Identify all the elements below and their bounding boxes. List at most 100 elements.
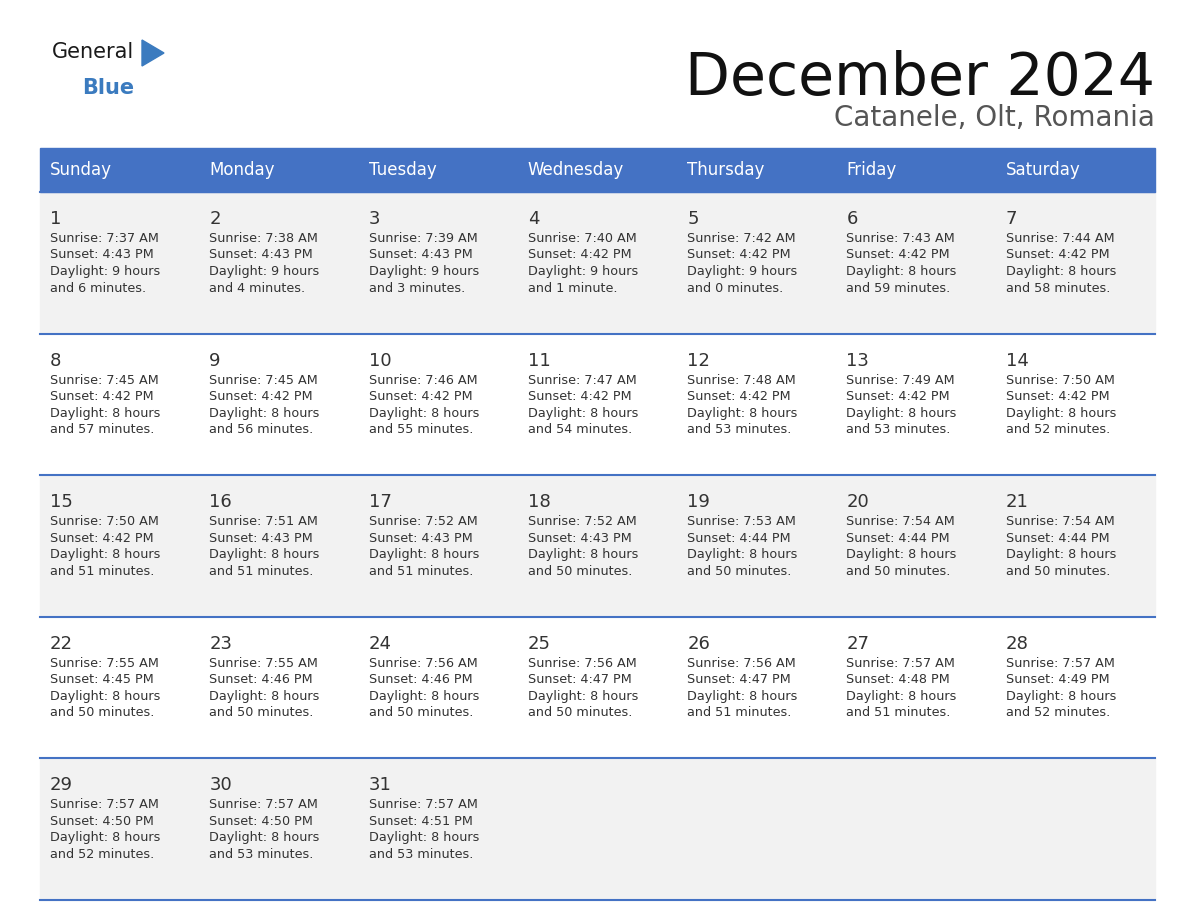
Bar: [40, 617, 1155, 758]
Text: Sunset: 4:44 PM: Sunset: 4:44 PM: [1006, 532, 1110, 544]
Text: Sunset: 4:46 PM: Sunset: 4:46 PM: [368, 673, 472, 687]
Text: Tuesday: Tuesday: [368, 161, 436, 179]
Text: Daylight: 8 hours: Daylight: 8 hours: [50, 407, 160, 420]
Text: Daylight: 9 hours: Daylight: 9 hours: [50, 265, 160, 278]
Text: Sunset: 4:44 PM: Sunset: 4:44 PM: [846, 532, 950, 544]
Text: Catanele, Olt, Romania: Catanele, Olt, Romania: [834, 104, 1155, 132]
Text: Daylight: 8 hours: Daylight: 8 hours: [687, 407, 797, 420]
Text: Thursday: Thursday: [687, 161, 765, 179]
Text: 17: 17: [368, 493, 392, 511]
Text: Sunrise: 7:40 AM: Sunrise: 7:40 AM: [527, 232, 637, 245]
Text: 29: 29: [50, 777, 72, 794]
Text: Daylight: 9 hours: Daylight: 9 hours: [527, 265, 638, 278]
Text: Sunset: 4:42 PM: Sunset: 4:42 PM: [50, 532, 153, 544]
Text: and 6 minutes.: and 6 minutes.: [50, 282, 146, 295]
Text: and 50 minutes.: and 50 minutes.: [50, 706, 154, 720]
Text: Sunset: 4:45 PM: Sunset: 4:45 PM: [50, 673, 153, 687]
Text: December 2024: December 2024: [685, 50, 1155, 106]
Text: and 52 minutes.: and 52 minutes.: [50, 848, 154, 861]
Text: Sunrise: 7:52 AM: Sunrise: 7:52 AM: [527, 515, 637, 528]
Text: Daylight: 8 hours: Daylight: 8 hours: [209, 548, 320, 561]
Text: 22: 22: [50, 635, 72, 653]
Text: Sunrise: 7:48 AM: Sunrise: 7:48 AM: [687, 374, 796, 386]
Text: and 3 minutes.: and 3 minutes.: [368, 282, 465, 295]
Text: Sunrise: 7:57 AM: Sunrise: 7:57 AM: [368, 799, 478, 812]
Text: Daylight: 8 hours: Daylight: 8 hours: [50, 832, 160, 845]
Text: Daylight: 8 hours: Daylight: 8 hours: [368, 407, 479, 420]
Text: and 54 minutes.: and 54 minutes.: [527, 423, 632, 436]
Text: and 51 minutes.: and 51 minutes.: [846, 706, 950, 720]
Text: 15: 15: [50, 493, 72, 511]
Text: Sunrise: 7:57 AM: Sunrise: 7:57 AM: [846, 656, 955, 670]
Text: Sunset: 4:43 PM: Sunset: 4:43 PM: [209, 249, 312, 262]
Text: 7: 7: [1006, 210, 1017, 228]
Text: Sunset: 4:42 PM: Sunset: 4:42 PM: [687, 390, 791, 403]
Text: and 59 minutes.: and 59 minutes.: [846, 282, 950, 295]
Text: Daylight: 8 hours: Daylight: 8 hours: [50, 689, 160, 703]
Text: and 53 minutes.: and 53 minutes.: [687, 423, 791, 436]
Text: and 50 minutes.: and 50 minutes.: [846, 565, 950, 577]
Text: 21: 21: [1006, 493, 1029, 511]
Text: Sunset: 4:42 PM: Sunset: 4:42 PM: [527, 249, 632, 262]
Text: 6: 6: [846, 210, 858, 228]
Text: 10: 10: [368, 352, 391, 370]
Text: Sunrise: 7:45 AM: Sunrise: 7:45 AM: [50, 374, 159, 386]
Text: and 53 minutes.: and 53 minutes.: [846, 423, 950, 436]
Text: Sunday: Sunday: [50, 161, 112, 179]
Text: Daylight: 8 hours: Daylight: 8 hours: [209, 832, 320, 845]
Text: Sunset: 4:43 PM: Sunset: 4:43 PM: [368, 249, 473, 262]
Text: 11: 11: [527, 352, 550, 370]
Text: Sunrise: 7:44 AM: Sunrise: 7:44 AM: [1006, 232, 1114, 245]
Text: and 50 minutes.: and 50 minutes.: [209, 706, 314, 720]
Text: Sunrise: 7:55 AM: Sunrise: 7:55 AM: [50, 656, 159, 670]
Text: Daylight: 8 hours: Daylight: 8 hours: [687, 689, 797, 703]
Text: 23: 23: [209, 635, 233, 653]
Text: and 50 minutes.: and 50 minutes.: [527, 565, 632, 577]
Text: 19: 19: [687, 493, 710, 511]
Text: Sunset: 4:42 PM: Sunset: 4:42 PM: [527, 390, 632, 403]
Text: Sunrise: 7:50 AM: Sunrise: 7:50 AM: [1006, 374, 1114, 386]
Text: Sunset: 4:42 PM: Sunset: 4:42 PM: [1006, 249, 1110, 262]
Text: Sunset: 4:48 PM: Sunset: 4:48 PM: [846, 673, 950, 687]
Text: Sunrise: 7:38 AM: Sunrise: 7:38 AM: [209, 232, 318, 245]
Text: 24: 24: [368, 635, 392, 653]
Text: 26: 26: [687, 635, 710, 653]
Text: Daylight: 8 hours: Daylight: 8 hours: [368, 689, 479, 703]
Text: Daylight: 8 hours: Daylight: 8 hours: [209, 407, 320, 420]
Text: Daylight: 9 hours: Daylight: 9 hours: [687, 265, 797, 278]
Text: Blue: Blue: [82, 78, 134, 98]
Text: Sunset: 4:51 PM: Sunset: 4:51 PM: [368, 815, 473, 828]
Text: 30: 30: [209, 777, 232, 794]
Text: Sunrise: 7:56 AM: Sunrise: 7:56 AM: [527, 656, 637, 670]
Text: Sunset: 4:46 PM: Sunset: 4:46 PM: [209, 673, 312, 687]
Text: Sunrise: 7:37 AM: Sunrise: 7:37 AM: [50, 232, 159, 245]
Text: Sunrise: 7:55 AM: Sunrise: 7:55 AM: [209, 656, 318, 670]
Bar: [40, 148, 1155, 192]
Text: 5: 5: [687, 210, 699, 228]
Text: Sunset: 4:42 PM: Sunset: 4:42 PM: [368, 390, 472, 403]
Text: and 50 minutes.: and 50 minutes.: [368, 706, 473, 720]
Text: 1: 1: [50, 210, 62, 228]
Text: 13: 13: [846, 352, 870, 370]
Text: Sunrise: 7:43 AM: Sunrise: 7:43 AM: [846, 232, 955, 245]
Text: 2: 2: [209, 210, 221, 228]
Text: Daylight: 8 hours: Daylight: 8 hours: [1006, 265, 1116, 278]
Text: Daylight: 8 hours: Daylight: 8 hours: [846, 407, 956, 420]
Text: and 55 minutes.: and 55 minutes.: [368, 423, 473, 436]
Text: Sunset: 4:42 PM: Sunset: 4:42 PM: [846, 249, 950, 262]
Text: Sunrise: 7:46 AM: Sunrise: 7:46 AM: [368, 374, 478, 386]
Text: Daylight: 8 hours: Daylight: 8 hours: [846, 265, 956, 278]
Text: 3: 3: [368, 210, 380, 228]
Text: Sunrise: 7:39 AM: Sunrise: 7:39 AM: [368, 232, 478, 245]
Text: Sunrise: 7:57 AM: Sunrise: 7:57 AM: [50, 799, 159, 812]
Text: Sunrise: 7:52 AM: Sunrise: 7:52 AM: [368, 515, 478, 528]
Text: Sunset: 4:50 PM: Sunset: 4:50 PM: [50, 815, 154, 828]
Polygon shape: [143, 40, 164, 66]
Text: 31: 31: [368, 777, 392, 794]
Text: and 56 minutes.: and 56 minutes.: [209, 423, 314, 436]
Text: Sunrise: 7:50 AM: Sunrise: 7:50 AM: [50, 515, 159, 528]
Text: 27: 27: [846, 635, 870, 653]
Text: Sunset: 4:42 PM: Sunset: 4:42 PM: [1006, 390, 1110, 403]
Text: Sunrise: 7:57 AM: Sunrise: 7:57 AM: [209, 799, 318, 812]
Text: Daylight: 9 hours: Daylight: 9 hours: [368, 265, 479, 278]
